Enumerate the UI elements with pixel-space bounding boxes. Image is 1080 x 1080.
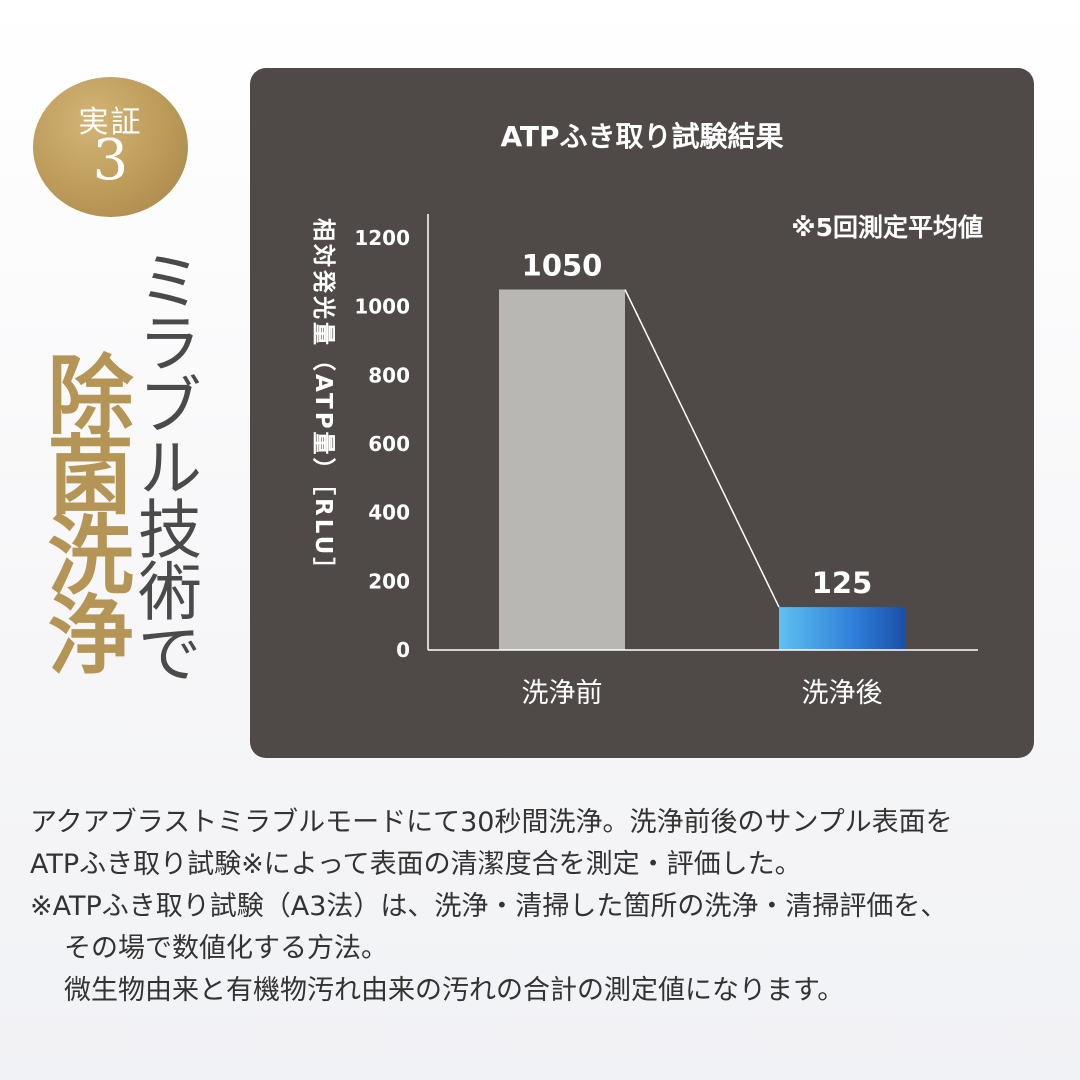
badge-number: 3 [92, 128, 129, 193]
atp-bar-chart: ATPふき取り試験結果 ※5回測定平均値 相対発光量（ATP量）［RLU］ 0 2… [310, 120, 983, 709]
footnote-line-3: 微生物由来と有機物汚れ由来の汚れの合計の測定値になります。 [64, 975, 845, 1006]
y-tick-label-1: 200 [368, 569, 410, 593]
headline-subtitle: ミラブル技術で [127, 248, 201, 682]
y-axis-label: 相対発光量（ATP量）［RLU］ [310, 218, 337, 583]
description-line-1: アクアブラストミラブルモードにて30秒間洗浄。洗浄前後のサンプル表面を [30, 807, 953, 838]
description: アクアブラストミラブルモードにて30秒間洗浄。洗浄前後のサンプル表面を ATPふ… [30, 802, 1060, 1012]
category-label-0: 洗浄前 [522, 678, 603, 709]
trend-line [624, 289, 780, 608]
y-tick-label-4: 800 [368, 363, 410, 387]
footnote-line-2: その場で数値化する方法。 [64, 933, 388, 964]
chart-note: ※5回測定平均値 [791, 213, 983, 242]
data-label-1: 125 [812, 566, 873, 600]
footnote-line-1: ※ATPふき取り試験（A3法）は、洗浄・清掃した箇所の洗浄・清掃評価を、 [30, 891, 948, 922]
description-line-2: ATPふき取り試験※によって表面の清潔度合を測定・評価した。 [30, 849, 802, 880]
y-tick-label-5: 1000 [354, 295, 410, 319]
y-tick-label-3: 600 [368, 432, 410, 456]
y-tick-label-6: 1200 [354, 226, 410, 250]
bar-0 [499, 289, 625, 650]
chart-panel: ATPふき取り試験結果 ※5回測定平均値 相対発光量（ATP量）［RLU］ 0 2… [250, 68, 1034, 758]
y-tick-label-2: 400 [368, 501, 410, 525]
chart-title: ATPふき取り試験結果 [500, 120, 783, 153]
badge-label: 実証 [78, 105, 143, 140]
proof-badge: 実証 3 [33, 77, 188, 217]
data-label-0: 1050 [522, 249, 603, 283]
bar-1 [779, 607, 905, 650]
category-label-1: 洗浄後 [802, 678, 883, 709]
headline-title: 除菌洗浄 [32, 350, 133, 670]
y-tick-label-0: 0 [396, 638, 410, 662]
